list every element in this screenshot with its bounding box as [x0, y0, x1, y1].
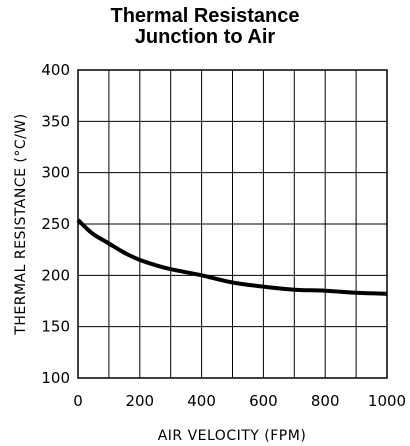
x-tick-label: 600 [249, 392, 278, 410]
y-tick-label: 350 [41, 112, 70, 130]
plot-frame [77, 69, 388, 379]
x-tick-label: 0 [73, 392, 83, 410]
y-tick-label: 100 [41, 369, 70, 387]
y-tick-label: 400 [41, 61, 70, 79]
x-axis-label: AIR VELOCITY (FPM) [158, 428, 307, 444]
chart-title-line-2: Junction to Air [134, 26, 276, 48]
chart-series [76, 218, 388, 296]
x-tick-label: 1000 [368, 392, 406, 410]
x-tick-label: 200 [125, 392, 154, 410]
chart-title: Thermal Resistance Junction to Air [0, 6, 410, 48]
thermal-resistance-curve [76, 218, 388, 296]
x-tick-label: 400 [187, 392, 216, 410]
y-tick-label: 300 [41, 164, 70, 182]
chart-title-line-1: Thermal Resistance [110, 5, 300, 27]
chart-ticks: 0 200 400 600 800 1000 100 150 200 250 300 350 400 [41, 61, 406, 410]
y-tick-label: 200 [41, 266, 70, 284]
y-tick-label: 250 [41, 215, 70, 233]
y-tick-label: 150 [41, 318, 70, 336]
y-axis-label: THERMAL RESISTANCE (°C/W) [13, 113, 29, 335]
x-tick-label: 800 [311, 392, 340, 410]
chart-grid [78, 70, 387, 378]
